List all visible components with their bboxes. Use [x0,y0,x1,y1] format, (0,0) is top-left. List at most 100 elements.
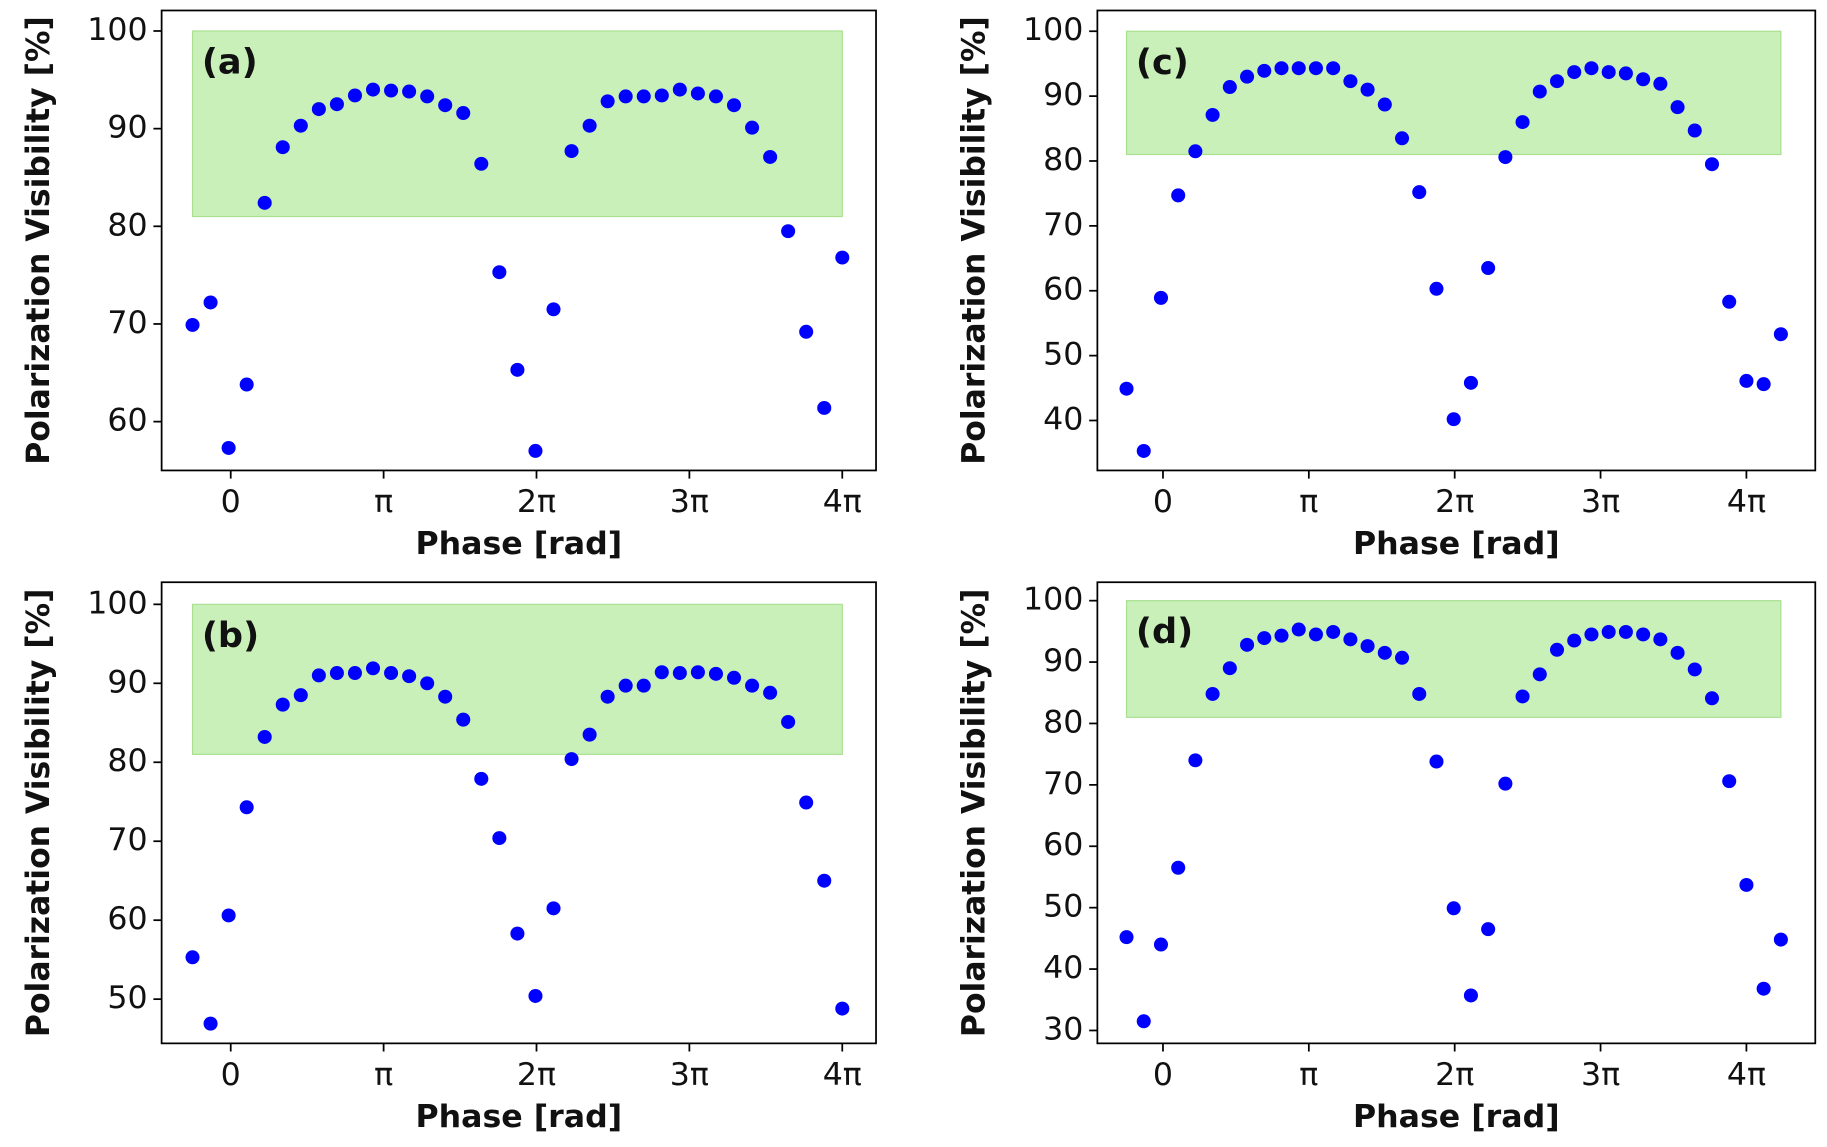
data-point [456,712,471,727]
x-tick-label: 2π [1435,1057,1474,1093]
y-tick-label: 80 [1043,142,1083,178]
data-point [1601,624,1616,639]
data-point [1532,667,1547,682]
data-point [510,362,525,377]
data-point [221,908,236,923]
data-point [582,118,597,133]
x-tick-label: 4π [1727,484,1766,520]
y-tick-label: 60 [1043,272,1083,308]
data-point [781,224,796,239]
data-point [1722,294,1737,309]
target-band [191,603,843,755]
x-tick-label: 2π [1435,484,1474,520]
y-tick-label: 90 [107,664,147,700]
data-point [1240,637,1255,652]
x-tick-label: 4π [823,484,862,520]
x-tick-label: 3π [1581,484,1620,520]
data-point [402,669,417,684]
data-point [1291,61,1306,76]
data-point [510,926,525,941]
data-point [1395,650,1410,665]
y-tick-label: 70 [1043,766,1083,802]
data-point [1360,82,1375,97]
data-point [781,715,796,729]
x-axis-label: Phase [rad] [1353,1099,1560,1135]
data-point [745,678,760,693]
data-point [546,302,561,317]
data-point [1722,774,1737,789]
x-tick-label: 3π [670,1057,709,1093]
data-point [1119,930,1134,945]
y-tick-label: 100 [87,585,147,621]
data-point [384,83,399,98]
data-point [564,752,579,767]
data-point [1756,377,1771,392]
data-point [1326,624,1341,639]
target-band [1125,30,1782,156]
data-point [1739,877,1754,892]
data-point [1498,150,1513,165]
x-tick-label: π [374,484,393,520]
data-point [690,665,705,680]
data-point [1429,281,1444,296]
data-point [1222,661,1237,676]
data-point [1377,645,1392,660]
x-tick-label: 4π [1727,1057,1766,1093]
data-point [1429,754,1444,769]
data-point [618,678,633,693]
data-point [1360,639,1375,654]
data-point [763,685,778,700]
data-point [1308,61,1323,76]
data-point [1119,381,1134,396]
data-point [1463,988,1478,1003]
data-point [1515,689,1530,704]
data-point [420,89,435,104]
data-point [817,873,832,888]
y-tick-label: 60 [107,403,147,439]
y-tick-label: 80 [107,743,147,779]
data-point [1549,74,1565,89]
data-point [1687,123,1702,138]
data-point [1446,412,1461,427]
panel-label: (c) [1136,42,1189,83]
data-point [1171,188,1186,203]
data-point [239,800,254,815]
y-tick-label: 70 [107,822,147,858]
data-point [474,156,489,171]
data-point [672,666,687,681]
data-point [1670,100,1685,115]
data-point [1773,327,1788,342]
data-point [1481,922,1496,937]
data-point [582,727,597,742]
data-point [329,666,344,681]
x-tick-label: 4π [823,1057,862,1093]
y-tick-label: 50 [1043,889,1083,925]
data-point [835,250,850,265]
x-tick-label: 3π [1581,1057,1620,1093]
data-point [1205,107,1220,122]
x-tick-label: π [1299,484,1318,520]
data-point [1136,443,1151,458]
data-point [402,84,417,99]
data-point [1481,261,1496,276]
data-point [1343,74,1358,89]
y-tick-label: 70 [107,305,147,341]
y-axis-label: Polarization Visibility [%] [21,16,57,465]
data-point [185,317,200,332]
y-axis-label: Polarization Visibility [%] [21,589,57,1038]
data-point [1240,69,1255,84]
y-tick-label: 100 [1023,12,1083,48]
data-point [1567,633,1582,648]
target-band [1125,600,1782,718]
y-axis-label: Polarization Visibility [%] [957,16,993,465]
y-tick-label: 100 [1023,582,1083,618]
data-point [1171,860,1186,875]
data-point [1274,61,1289,76]
data-point [1377,97,1392,112]
data-point [384,666,399,681]
data-point [1308,627,1323,642]
y-tick-label: 30 [1043,1012,1083,1048]
data-point [1618,66,1633,81]
data-point [239,377,254,392]
data-point [726,670,742,685]
